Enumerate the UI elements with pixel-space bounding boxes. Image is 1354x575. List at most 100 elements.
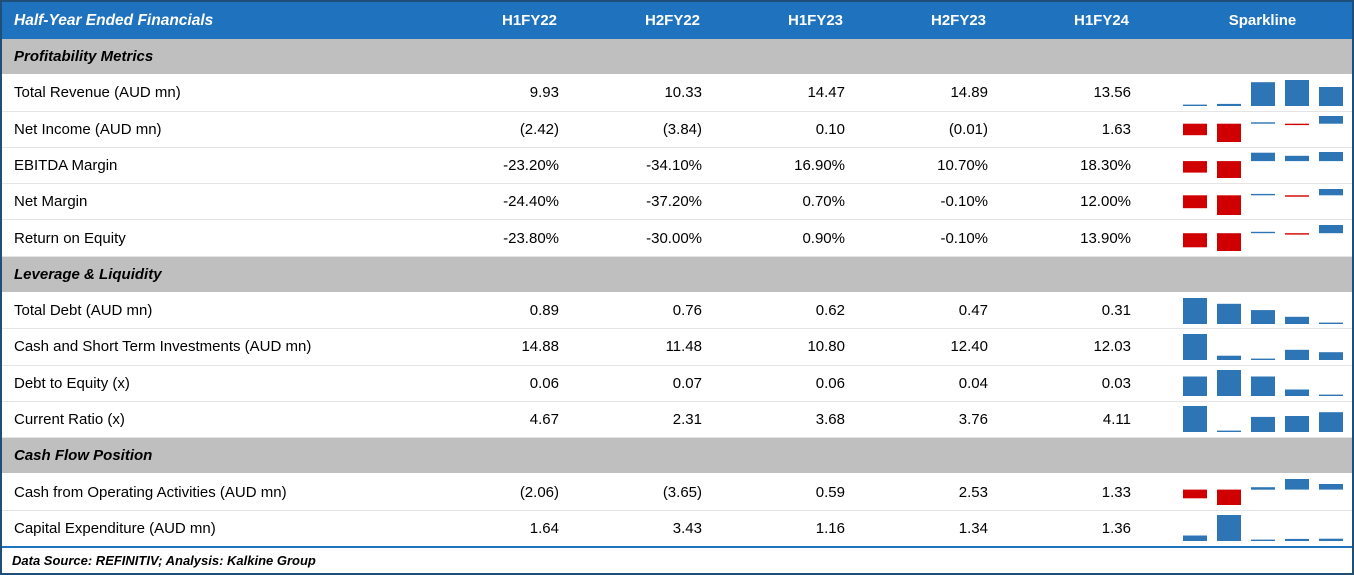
value-cell: 14.89 [950,84,988,102]
value-cell: -23.80% [503,229,559,247]
value-cell: 0.07 [672,374,702,392]
value-cell: 0.59 [815,483,845,501]
row-label: Capital Expenditure (AUD mn) [14,519,216,537]
column-header-h2fy23: H2FY23 [930,12,987,29]
value-cell: 0.76 [672,302,702,320]
value-cell: 2.31 [672,410,702,428]
table-header: Half-Year Ended Financials H1FY22 H2FY22… [2,2,1352,39]
table-row: Debt to Equity (x) 0.06 0.07 0.06 0.04 0.03 [2,366,1352,402]
table-body: Profitability Metrics Total Revenue (AUD … [2,39,1352,546]
value-cell: 10.33 [664,84,702,102]
column-header-h1fy24: H1FY24 [1073,12,1130,29]
table-row: Cash and Short Term Investments (AUD mn)… [2,329,1352,366]
table-row: Cash from Operating Activities (AUD mn) (… [2,474,1352,511]
table-row: EBITDA Margin -23.20% -34.10% 16.90% 10.70% 1… [2,148,1352,185]
value-cell: 14.88 [521,338,559,356]
value-cell: 0.06 [529,374,559,392]
sparkline [1173,329,1352,364]
value-cell: -34.10% [646,156,702,174]
value-cell: (2.42) [519,120,559,138]
row-label: Net Income (AUD mn) [14,120,162,138]
sparkline [1173,511,1352,546]
value-cell: 11.48 [665,338,702,356]
table-row: Capital Expenditure (AUD mn) 1.64 3.43 1.16… [2,511,1352,546]
value-cell: (3.84) [662,120,702,138]
value-cell: -37.20% [646,193,702,211]
value-cell: (2.06) [519,483,559,501]
value-cell: 3.76 [958,410,988,428]
value-cell: 12.03 [1093,338,1131,356]
value-cell: 14.47 [807,84,845,102]
value-cell: 3.68 [815,410,845,428]
sparkline [1173,366,1352,401]
section-header: Cash Flow Position [2,438,1352,475]
sparkline [1173,402,1352,437]
value-cell: (3.65) [662,483,702,501]
table-row: Total Debt (AUD mn) 0.89 0.76 0.62 0.47 0.31 [2,293,1352,330]
value-cell: 0.62 [815,302,845,320]
value-cell: 4.67 [529,410,559,428]
sparkline [1173,75,1352,110]
table-row: Current Ratio (x) 4.67 2.31 3.68 3.76 4.11 [2,402,1352,439]
row-label: Debt to Equity (x) [14,374,130,392]
table-row: Total Revenue (AUD mn) 9.93 10.33 14.47 14.8… [2,75,1352,112]
value-cell: 4.11 [1102,410,1131,428]
value-cell: 18.30% [1080,156,1131,174]
value-cell: 0.90% [802,229,845,247]
row-label: Net Margin [14,193,88,211]
row-label: Total Revenue (AUD mn) [14,84,181,102]
sparkline [1173,474,1352,509]
value-cell: 1.64 [529,519,559,537]
value-cell: -30.00% [646,229,702,247]
value-cell: 12.40 [950,338,988,356]
table-row: Net Margin -24.40% -37.20% 0.70% -0.10% 12.00… [2,184,1352,221]
value-cell: -23.20% [503,156,559,174]
section-header: Profitability Metrics [2,39,1352,76]
section-header: Leverage & Liquidity [2,256,1352,293]
value-cell: 10.70% [937,156,988,174]
value-cell: 9.93 [529,84,559,102]
value-cell: 1.36 [1101,519,1131,537]
column-header-h1fy23: H1FY23 [787,12,844,29]
row-label: EBITDA Margin [14,156,118,174]
table-title: Half-Year Ended Financials [14,11,214,29]
value-cell: 3.43 [672,519,702,537]
value-cell: (0.01) [948,120,988,138]
sparkline [1173,112,1352,147]
value-cell: 1.33 [1101,483,1131,501]
sparkline [1173,184,1352,219]
value-cell: 0.04 [958,374,988,392]
value-cell: 12.00% [1080,193,1131,211]
value-cell: 10.80 [807,338,845,356]
value-cell: 1.34 [958,519,988,537]
column-header-h2fy22: H2FY22 [644,12,701,29]
value-cell: 0.89 [529,302,559,320]
value-cell: 2.53 [958,483,988,501]
value-cell: -24.40% [503,193,559,211]
value-cell: 0.03 [1101,374,1131,392]
table-row: Return on Equity -23.80% -30.00% 0.90% -0.10… [2,220,1352,257]
value-cell: 1.16 [815,519,845,537]
value-cell: 0.70% [802,193,845,211]
row-label: Cash from Operating Activities (AUD mn) [14,483,287,501]
value-cell: 16.90% [794,156,845,174]
row-label: Total Debt (AUD mn) [14,302,153,320]
row-label: Cash and Short Term Investments (AUD mn) [14,338,312,356]
sparkline [1173,148,1352,183]
table-row: Net Income (AUD mn) (2.42) (3.84) 0.10 (0.01… [2,112,1352,148]
value-cell: 13.90% [1080,229,1131,247]
column-header-h1fy22: H1FY22 [501,12,558,29]
value-cell: 0.31 [1101,302,1131,320]
value-cell: 0.47 [958,302,988,320]
value-cell: 0.10 [815,120,845,138]
row-label: Return on Equity [14,229,126,247]
sparkline [1173,293,1352,328]
value-cell: -0.10% [940,193,988,211]
value-cell: 13.56 [1093,84,1131,102]
sparkline [1173,220,1352,255]
row-label: Current Ratio (x) [14,410,125,428]
value-cell: 1.63 [1101,120,1131,138]
source-note: Data Source: REFINITIV; Analysis: Kalkin… [2,546,1352,573]
column-header-sparkline: Sparkline [1228,12,1297,29]
